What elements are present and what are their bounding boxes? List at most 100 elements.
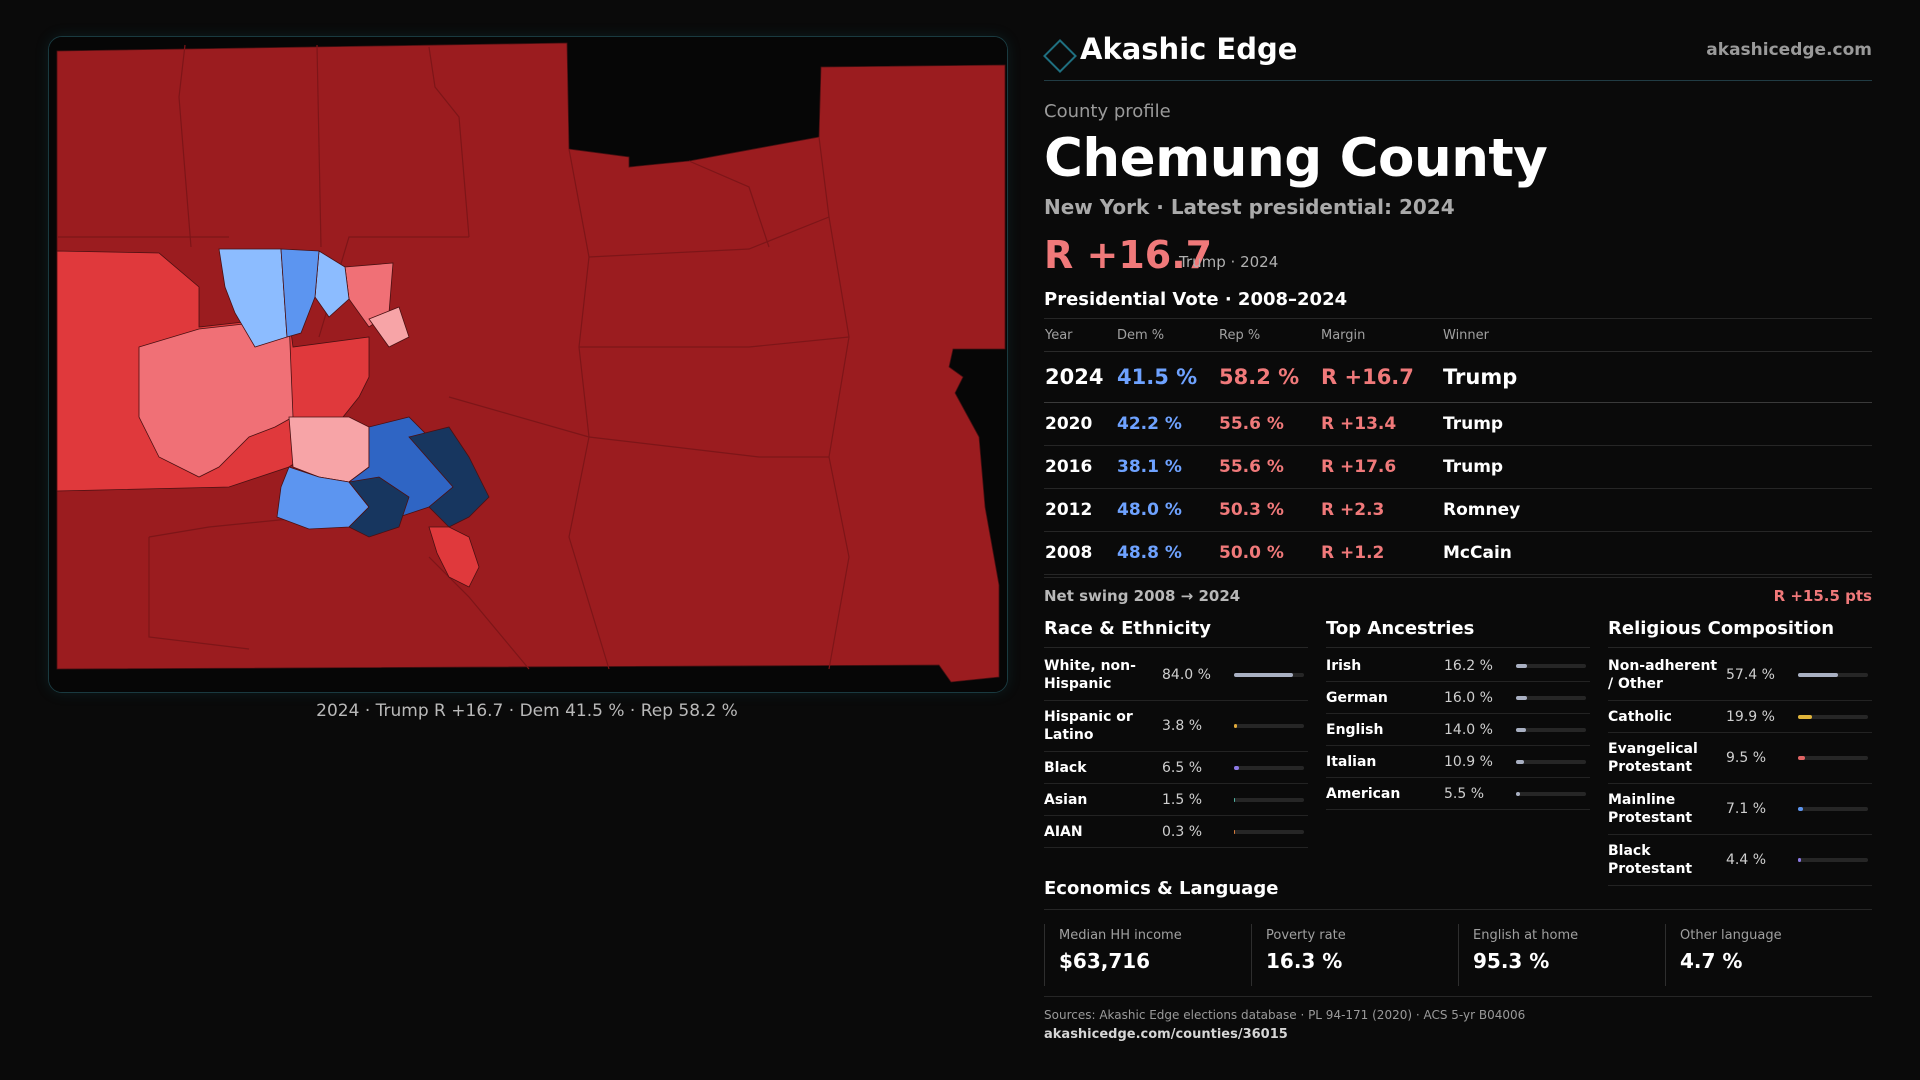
cell-year: 2016: [1044, 445, 1116, 489]
econ-label: Median HH income: [1059, 928, 1182, 943]
ancestry-bar-track: [1516, 727, 1586, 732]
race-label: Hispanic or Latino: [1044, 709, 1133, 743]
cell-margin: R +1.2: [1320, 531, 1442, 575]
religion-row: Black Protestant 4.4 %: [1608, 835, 1872, 886]
religion-bar-track: [1798, 714, 1868, 719]
econ-label: English at home: [1473, 928, 1579, 943]
eyebrow-label: County profile: [1044, 101, 1171, 122]
religion-bar-track: [1798, 673, 1868, 677]
map-caption: 2024 · Trump R +16.7 · Dem 41.5 % · Rep …: [316, 701, 738, 721]
ancestry-value: 10.9 %: [1444, 753, 1493, 770]
econ-value: 4.7 %: [1680, 949, 1743, 973]
econ-cell-english: English at home 95.3 %: [1458, 924, 1665, 986]
cell-margin: R +13.4: [1320, 402, 1442, 446]
race-rows: White, non-Hispanic 84.0 % Hispanic or Lat…: [1044, 650, 1308, 848]
header-rep: Rep %: [1218, 319, 1320, 352]
religion-label: Evangelical Protestant: [1608, 741, 1698, 775]
economics-section: Economics & Language Median HH income $6…: [1044, 878, 1872, 997]
precinct-likely-r-city[interactable]: [428, 526, 480, 588]
cell-margin: R +2.3: [1320, 488, 1442, 532]
cell-dem: 42.2 %: [1116, 402, 1218, 446]
cell-year: 2008: [1044, 531, 1116, 575]
cell-margin: R +16.7: [1320, 351, 1442, 403]
brand-name: Akashic Edge: [1080, 32, 1298, 66]
precinct-safe-d[interactable]: [408, 426, 490, 528]
county-url-link[interactable]: akashicedge.com/counties/36015: [1044, 1027, 1288, 1042]
precinct-borders: [57, 44, 850, 670]
ancestry-bar-track: [1516, 759, 1586, 764]
religion-bar-fill: [1798, 673, 1839, 677]
race-row: White, non-Hispanic 84.0 %: [1044, 650, 1308, 701]
religion-value: 19.9 %: [1726, 708, 1775, 725]
ancestry-bar-fill: [1516, 663, 1528, 668]
margin-value: R +16.7: [1044, 233, 1213, 277]
table-row: 2008 48.8 % 50.0 % R +1.2 McCain: [1044, 531, 1872, 575]
ancestry-row: English 14.0 %: [1326, 714, 1590, 746]
precinct-lean-d[interactable]: [280, 248, 320, 338]
precinct-map-svg: [49, 37, 1007, 692]
sources-footer: Sources: Akashic Edge elections database…: [1044, 1005, 1525, 1045]
county-profile-panel: Akashic Edge akashicedge.com County prof…: [1043, 30, 1872, 1042]
cell-winner: Trump: [1442, 351, 1872, 403]
race-label: White, non-Hispanic: [1044, 658, 1136, 692]
page-title: Chemung County: [1044, 128, 1548, 189]
cell-dem: 41.5 %: [1116, 351, 1218, 403]
religion-row: Mainline Protestant 7.1 %: [1608, 784, 1872, 835]
sources-text: Sources: Akashic Edge elections database…: [1044, 1008, 1526, 1022]
ancestry-row: American 5.5 %: [1326, 778, 1590, 810]
precinct-tilt-r-north[interactable]: [368, 306, 410, 348]
ancestry-row: Irish 16.2 %: [1326, 650, 1590, 682]
cell-rep: 50.3 %: [1218, 488, 1320, 532]
ancestry-label: Italian: [1326, 753, 1377, 770]
county-map[interactable]: [48, 36, 1008, 693]
race-bar-fill: [1234, 829, 1236, 834]
cell-rep: 58.2 %: [1218, 351, 1320, 403]
econ-cell-other-language: Other language 4.7 %: [1665, 924, 1872, 986]
ancestry-title: Top Ancestries: [1326, 618, 1590, 648]
religion-rows: Non-adherent / Other 57.4 % Catholic 19.9 %…: [1608, 650, 1872, 886]
religion-bar-track: [1798, 756, 1868, 760]
precinct-safe-d-core[interactable]: [348, 476, 410, 538]
religion-bar-track: [1798, 807, 1868, 811]
religion-row: Non-adherent / Other 57.4 %: [1608, 650, 1872, 701]
cell-rep: 55.6 %: [1218, 402, 1320, 446]
diamond-logo-icon: [1043, 39, 1077, 73]
economics-grid: Median HH income $63,716 Poverty rate 16…: [1044, 924, 1872, 997]
race-column: Race & Ethnicity White, non-Hispanic 84.0…: [1044, 618, 1308, 886]
econ-value: $63,716: [1059, 949, 1151, 973]
religion-row: Evangelical Protestant 9.5 %: [1608, 733, 1872, 784]
ancestry-label: Irish: [1326, 657, 1362, 674]
cell-year: 2020: [1044, 402, 1116, 446]
cell-margin: R +17.6: [1320, 445, 1442, 489]
race-row: AIAN 0.3 %: [1044, 816, 1308, 848]
site-link[interactable]: akashicedge.com: [1706, 40, 1872, 60]
headline-margin: R +16.7 Trump · 2024: [1044, 233, 1872, 277]
econ-label: Poverty rate: [1266, 928, 1346, 943]
religion-value: 4.4 %: [1726, 852, 1767, 868]
net-swing-value: R +15.5 pts: [1773, 587, 1872, 605]
race-value: 3.8 %: [1162, 718, 1203, 734]
ancestry-label: English: [1326, 721, 1384, 738]
table-row: 2020 42.2 % 55.6 % R +13.4 Trump: [1044, 402, 1872, 446]
race-row: Black 6.5 %: [1044, 752, 1308, 784]
cell-dem: 48.8 %: [1116, 531, 1218, 575]
header-year: Year: [1044, 319, 1116, 352]
header-margin: Margin: [1320, 319, 1442, 352]
religion-bar-track: [1798, 858, 1868, 862]
race-bar-fill: [1234, 797, 1236, 802]
religion-row: Catholic 19.9 %: [1608, 701, 1872, 733]
ancestry-label: German: [1326, 689, 1388, 706]
race-row: Hispanic or Latino 3.8 %: [1044, 701, 1308, 752]
econ-label: Other language: [1680, 928, 1782, 943]
religion-bar-fill: [1798, 858, 1802, 862]
ancestry-bar-fill: [1516, 791, 1520, 796]
econ-cell-poverty: Poverty rate 16.3 %: [1251, 924, 1458, 986]
race-title: Race & Ethnicity: [1044, 618, 1308, 648]
race-value: 84.0 %: [1162, 667, 1211, 683]
religion-column: Religious Composition Non-adherent / Oth…: [1608, 618, 1872, 886]
cell-winner: McCain: [1442, 531, 1872, 575]
cell-dem: 48.0 %: [1116, 488, 1218, 532]
table-row: 2012 48.0 % 50.3 % R +2.3 Romney: [1044, 488, 1872, 532]
religion-value: 7.1 %: [1726, 801, 1767, 817]
race-bar-track: [1234, 673, 1304, 677]
